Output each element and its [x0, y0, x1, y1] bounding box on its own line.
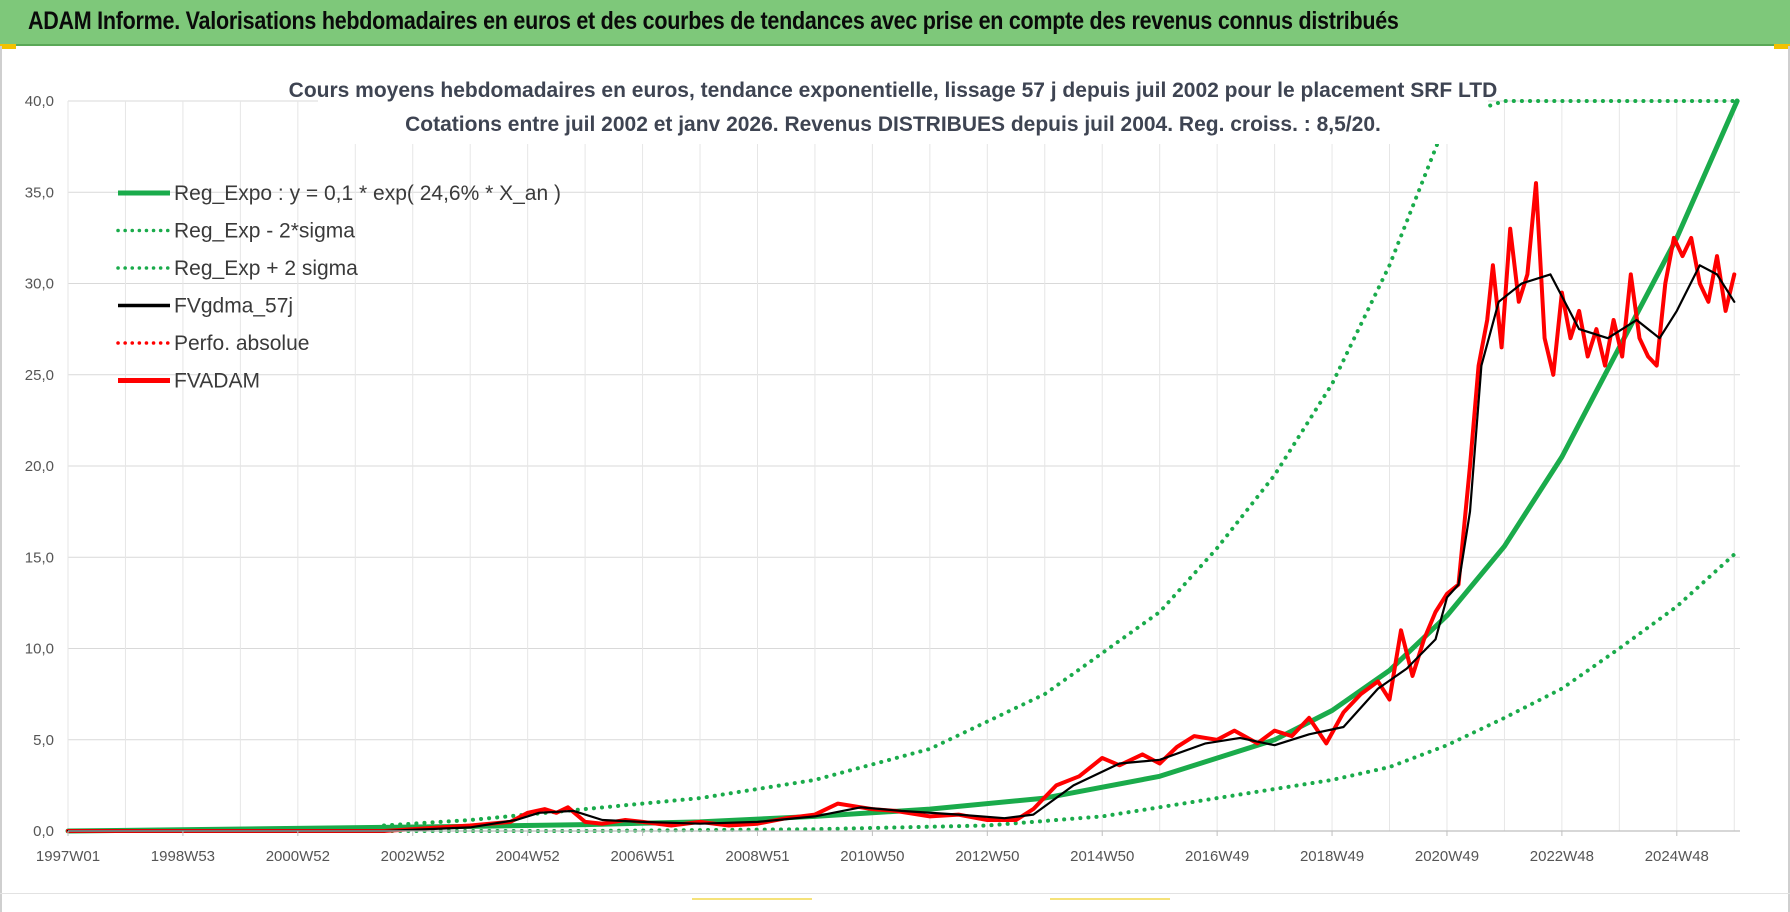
x-tick-label: 2008W51	[725, 848, 789, 865]
series-fvadam	[66, 181, 1737, 833]
y-tick-label: 40,0	[25, 93, 54, 110]
y-tick-label: 5,0	[33, 732, 54, 749]
legend-label: FVgdma_57j	[174, 295, 293, 318]
legend-label: Reg_Exp - 2*sigma	[174, 220, 355, 243]
legend-label: Reg_Expo : y = 0,1 * exp( 24,6% * X_an )	[174, 182, 561, 205]
corner-mark-right	[1774, 44, 1790, 49]
grid	[67, 100, 1740, 832]
page-title: ADAM Informe. Valorisations hebdomadaire…	[28, 7, 1399, 35]
chart-title: Cours moyens hebdomadaires en euros, ten…	[289, 79, 1498, 102]
x-tick-label: 2020W49	[1415, 848, 1479, 865]
y-tick-label: 10,0	[25, 641, 54, 658]
legend-label: FVADAM	[174, 370, 260, 393]
axes: 0,0 5,0 10,0 15,0 20,0 25,0 30,0 35,0 40,0 1997W0…	[25, 93, 1740, 865]
title-background	[318, 70, 1488, 144]
y-tick-label: 20,0	[25, 458, 54, 475]
x-tick-label: 2022W48	[1530, 848, 1594, 865]
x-tick-label: 2006W51	[610, 848, 674, 865]
x-tick-label: 2016W49	[1185, 848, 1249, 865]
y-tick-label: 15,0	[25, 549, 54, 566]
y-tick-label: 25,0	[25, 367, 54, 384]
x-tick-label: 2004W52	[496, 848, 560, 865]
footer-mark	[692, 898, 812, 900]
legend: Reg_Expo : y = 0,1 * exp( 24,6% * X_an )…	[116, 182, 561, 393]
title-banner: ADAM Informe. Valorisations hebdomadaire…	[0, 0, 1790, 46]
series-fvgdma-57j	[66, 264, 1736, 833]
chart-subtitle: Cotations entre juil 2002 et janv 2026. …	[405, 113, 1381, 136]
x-tick-label: 2014W50	[1070, 848, 1134, 865]
x-tick-label: 2000W52	[266, 848, 330, 865]
x-tick-label: 2002W52	[381, 848, 445, 865]
footer-mark	[1050, 898, 1170, 900]
x-tick-label: 1998W53	[151, 848, 215, 865]
footer-line	[0, 893, 1790, 894]
x-tick-label: 1997W01	[36, 848, 100, 865]
series-reg-expo	[65, 98, 1740, 834]
x-tick-label: 2010W50	[840, 848, 904, 865]
legend-label: Perfo. absolue	[174, 332, 309, 355]
series-reg-exp-2-sigma	[382, 549, 1740, 833]
y-tick-label: 35,0	[25, 184, 54, 201]
x-tick-label: 2024W48	[1645, 848, 1709, 865]
chart-frame	[0, 46, 1790, 912]
legend-label: Reg_Exp + 2 sigma	[174, 257, 358, 280]
corner-mark-left	[0, 44, 16, 49]
x-tick-label: 2018W49	[1300, 848, 1364, 865]
x-tick-label: 2012W50	[955, 848, 1019, 865]
y-tick-label: 0,0	[33, 823, 54, 840]
y-tick-label: 30,0	[25, 276, 54, 293]
